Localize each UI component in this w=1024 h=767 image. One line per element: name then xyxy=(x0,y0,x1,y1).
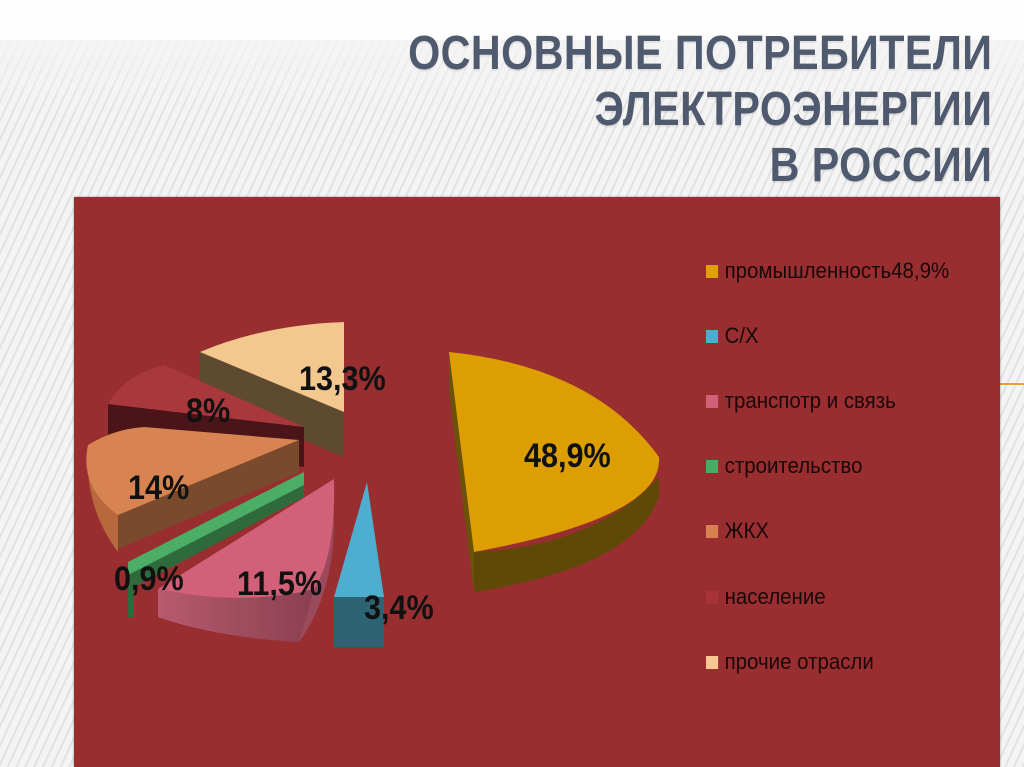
chart-panel: 13,3% 8% 14% 0,9% 11,5% 3,4% 48,9% промы… xyxy=(74,197,1000,767)
legend-item-population: население xyxy=(706,583,976,611)
legend-label: прочие отрасли xyxy=(724,649,874,674)
label-agri: 3,4% xyxy=(364,589,434,627)
legend-swatch-icon xyxy=(706,265,719,278)
legend-label: ЖКХ xyxy=(724,518,770,543)
label-industry: 48,9% xyxy=(524,437,611,475)
label-housing: 14% xyxy=(128,469,190,507)
legend-label: промышленность48,9% xyxy=(724,258,950,283)
legend-label: С/Х xyxy=(724,323,759,348)
legend-item-transport: транспотр и связь xyxy=(706,387,976,415)
title-line-2: ЭЛЕКТРОЭНЕРГИИ xyxy=(594,83,992,136)
label-other: 13,3% xyxy=(299,360,386,398)
legend-swatch-icon xyxy=(706,591,719,604)
legend-swatch-icon xyxy=(706,656,719,669)
pie-chart xyxy=(86,322,660,647)
slice-agri xyxy=(334,482,384,647)
legend-label: транспотр и связь xyxy=(724,388,896,413)
slice-other xyxy=(200,322,344,457)
title-line-1: ОСНОВНЫЕ ПОТРЕБИТЕЛИ xyxy=(407,27,992,80)
legend-item-housing: ЖКХ xyxy=(706,517,976,545)
label-construction: 0,9% xyxy=(114,560,184,598)
legend-swatch-icon xyxy=(706,330,719,343)
slide-title: ОСНОВНЫЕ ПОТРЕБИТЕЛИ ЭЛЕКТРОЭНЕРГИИ В РО… xyxy=(408,26,992,194)
slice-construction xyxy=(128,472,304,617)
legend-swatch-icon xyxy=(706,395,719,408)
slice-transport xyxy=(158,479,335,642)
legend-item-industry: промышленность48,9% xyxy=(706,257,976,285)
slice-housing xyxy=(86,427,299,552)
legend-label: строительство xyxy=(724,453,863,478)
legend-item-construction: строительство xyxy=(706,452,976,480)
label-population: 8% xyxy=(186,392,231,430)
legend-label: население xyxy=(724,584,826,609)
slice-industry xyxy=(449,352,660,592)
legend-item-other: прочие отрасли xyxy=(706,648,976,676)
accent-line xyxy=(1000,383,1024,385)
legend-item-agri: С/Х xyxy=(706,322,976,350)
title-line-3: В РОССИИ xyxy=(769,139,992,192)
label-transport: 11,5% xyxy=(237,565,323,603)
legend-swatch-icon xyxy=(706,525,719,538)
legend-swatch-icon xyxy=(706,460,719,473)
